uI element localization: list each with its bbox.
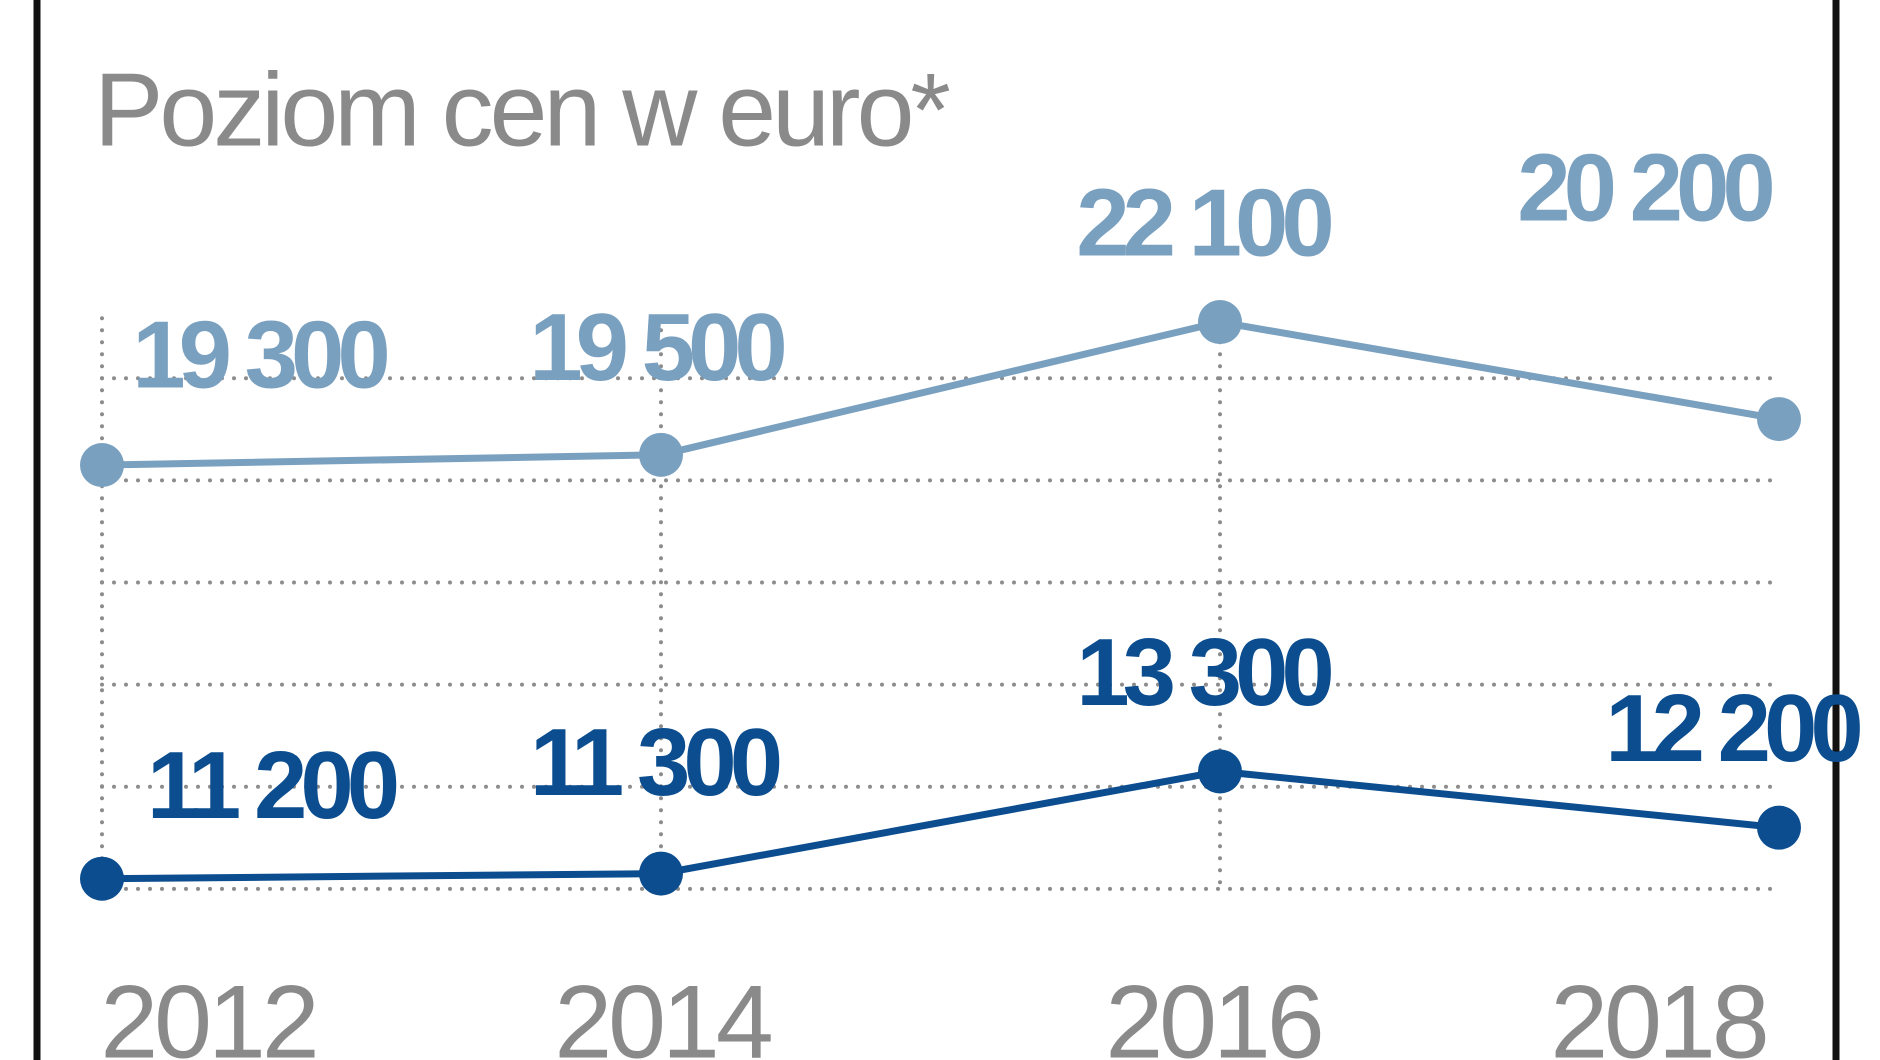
value-label: 11 200 — [147, 732, 397, 839]
point — [639, 851, 683, 896]
value-label: 11 300 — [530, 709, 780, 816]
value-label: 12 200 — [1605, 675, 1860, 782]
value-label: 20 200 — [1517, 134, 1772, 241]
value-label: 22 100 — [1076, 169, 1331, 276]
point — [639, 432, 683, 477]
point — [1757, 397, 1801, 442]
point — [1198, 300, 1242, 345]
point — [1757, 805, 1801, 850]
series-line — [101, 318, 1780, 469]
x-tick-label: 2012 — [100, 964, 315, 1060]
chart-title: Poziom cen w euro* — [94, 52, 949, 168]
point — [80, 856, 124, 901]
value-label: 13 300 — [1076, 619, 1331, 726]
value-label: 19 500 — [529, 294, 784, 401]
point — [80, 443, 124, 488]
series-line — [101, 767, 1780, 883]
x-tick-label: 2018 — [1550, 964, 1766, 1060]
point — [1198, 749, 1242, 794]
x-tick-label: 2014 — [554, 964, 771, 1060]
value-label: 19 300 — [132, 301, 387, 408]
x-tick-label: 2016 — [1105, 964, 1321, 1060]
